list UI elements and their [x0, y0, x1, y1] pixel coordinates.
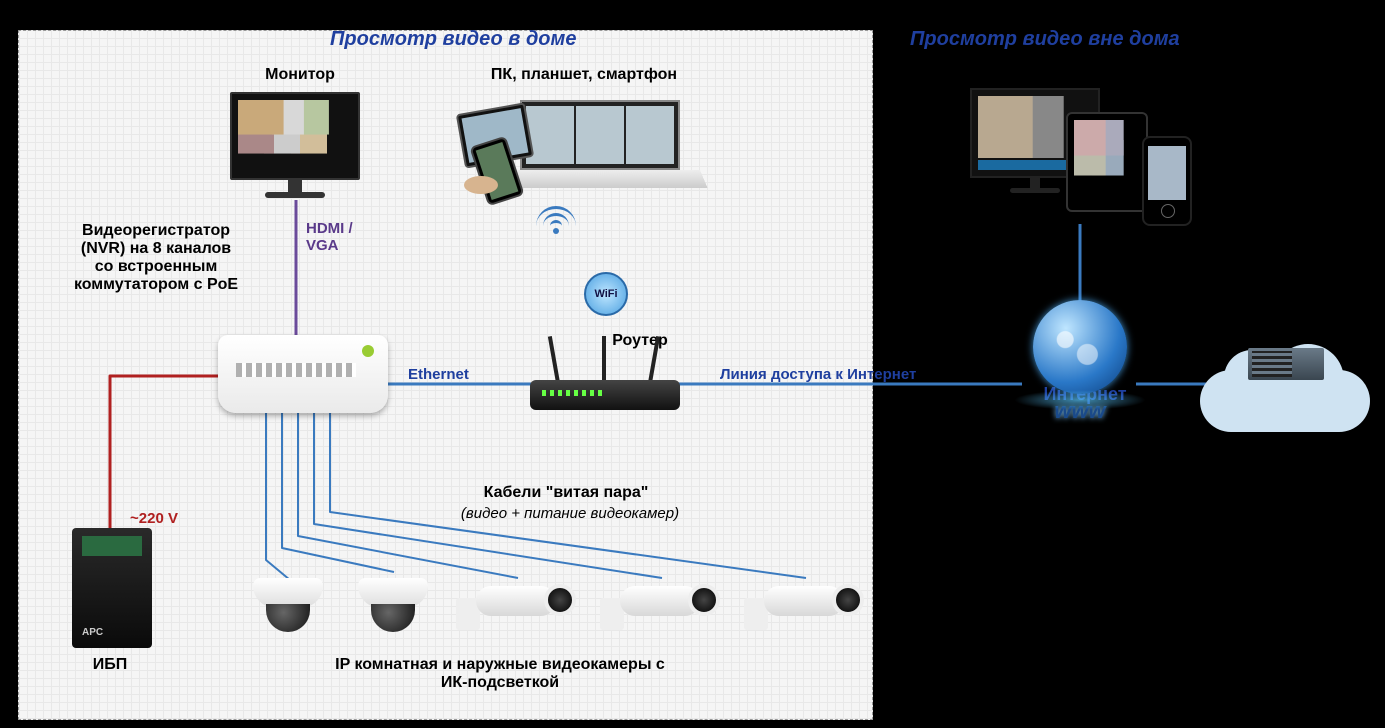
conn-label-220v: ~220 V	[130, 510, 178, 527]
conn-label-ethernet: Ethernet	[408, 366, 469, 383]
ups-icon	[72, 528, 152, 648]
label-monitor: Монитор	[255, 66, 345, 84]
bullet-camera-icon	[456, 580, 566, 642]
monitor-icon	[230, 92, 360, 202]
bullet-camera-icon	[600, 580, 710, 642]
remote-tablet-icon	[1066, 112, 1148, 212]
wifi-icon	[536, 206, 576, 240]
label-cables-sub: (видео + питание видеокамер)	[420, 505, 720, 522]
label-cameras: IP комнатная и наружные видеокамеры с ИК…	[290, 656, 710, 692]
conn-label-hdmi: HDMI / VGA	[306, 220, 353, 254]
wifi-badge-text: WiFi	[594, 288, 617, 300]
devices-cluster-icon	[460, 100, 700, 210]
dome-camera-icon	[350, 578, 435, 640]
hand-icon	[464, 176, 498, 194]
label-pc: ПК, планшет, смартфон	[454, 66, 714, 84]
wifi-badge-icon: WiFi	[584, 272, 628, 316]
label-ups: ИБП	[80, 656, 140, 674]
internet-globe-icon: www	[1020, 300, 1140, 430]
label-cables: Кабели "витая пара"	[436, 484, 696, 502]
dome-camera-icon	[245, 578, 330, 640]
remote-phone-icon	[1142, 136, 1192, 226]
bullet-camera-icon	[744, 580, 854, 642]
cloud-storage-icon	[1200, 330, 1370, 440]
title-outside: Просмотр видео вне дома	[910, 28, 1180, 51]
title-home: Просмотр видео в доме	[330, 28, 576, 51]
conn-label-access: Линия доступа к Интернет	[720, 366, 916, 383]
router-icon: WiFi	[530, 352, 680, 410]
label-router: Роутер	[600, 332, 680, 350]
label-nvr: Видеорегистратор (NVR) на 8 каналов со в…	[46, 222, 266, 294]
nvr-icon	[218, 335, 388, 413]
